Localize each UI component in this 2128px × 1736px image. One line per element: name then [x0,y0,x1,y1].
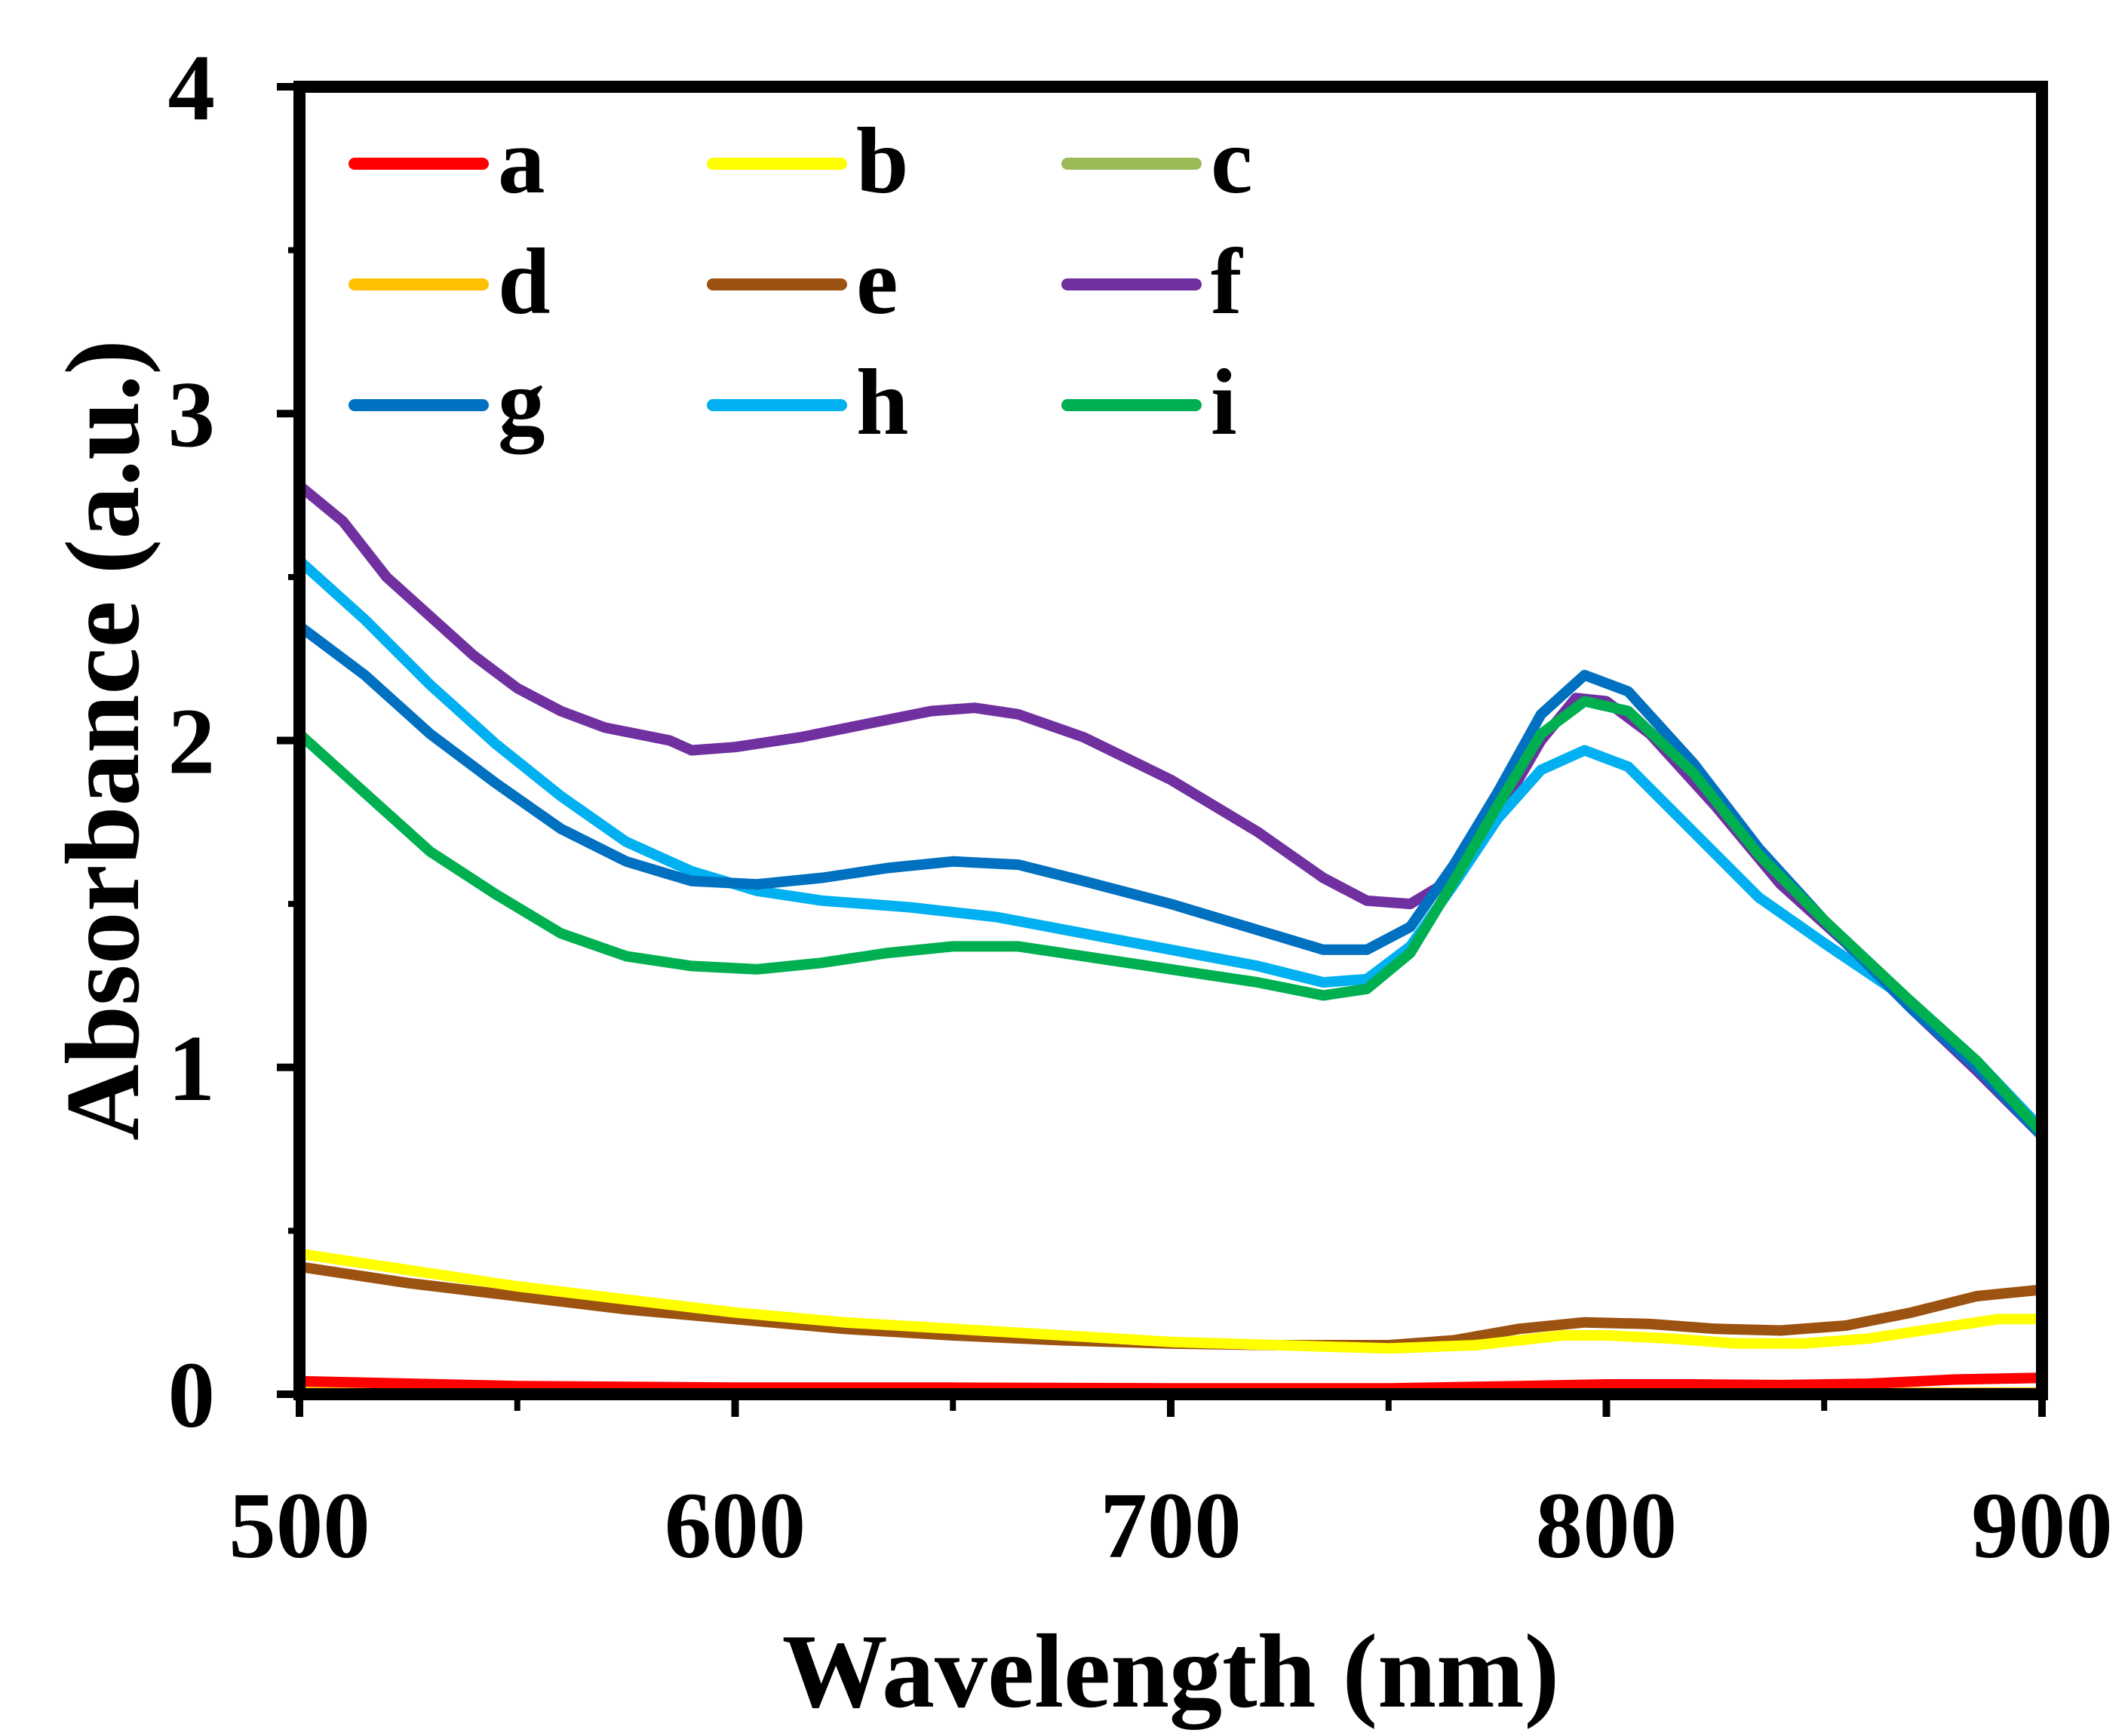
series-line-f [294,480,2047,1141]
legend-label-b: b [856,109,909,214]
series-line-e [294,1261,2047,1350]
legend-label-f: f [1211,230,1243,334]
series-line-g [294,620,2047,1141]
y-tick-label: 2 [168,690,216,794]
x-tick-label: 700 [1100,1474,1242,1578]
x-tick-label: 800 [1536,1474,1678,1578]
series-line-b [294,1248,2047,1354]
y-tick-label: 1 [168,1017,216,1121]
legend-item-c: c [1061,109,1252,214]
legend-item-h: h [707,351,909,455]
legend-item-a: a [349,109,545,214]
legend: a b c d e f g h i [349,109,1252,455]
series-layer [294,480,2047,1399]
x-axis-label: Wavelength (nm) [782,1613,1560,1730]
x-tick-label: 900 [1971,1474,2113,1578]
legend-label-h: h [856,351,909,455]
legend-label-e: e [856,230,898,334]
legend-item-f: f [1061,230,1243,334]
legend-label-i: i [1211,351,1237,455]
axis-tick-labels: 500 600 700 800 900 0 1 2 3 4 [168,36,2113,1578]
series-line-h [294,555,2047,1135]
legend-label-a: a [498,109,545,214]
y-tick-label: 4 [168,36,216,140]
series-line-a [294,1372,2047,1394]
x-tick-label: 600 [665,1474,806,1578]
legend-item-d: d [349,230,551,334]
y-tick-label: 3 [168,363,216,467]
legend-item-i: i [1061,351,1237,455]
series-line-i [294,696,2047,1138]
y-axis-label: Absorbance (a.u.) [45,340,161,1141]
axis-ticks [277,83,2046,1417]
legend-item-e: e [707,230,898,334]
legend-item-g: g [349,351,545,455]
y-tick-label: 0 [168,1344,216,1448]
legend-label-c: c [1211,109,1252,214]
x-tick-label: 500 [229,1474,370,1578]
legend-item-b: b [707,109,909,214]
legend-label-d: d [498,230,551,334]
legend-label-g: g [498,351,545,455]
